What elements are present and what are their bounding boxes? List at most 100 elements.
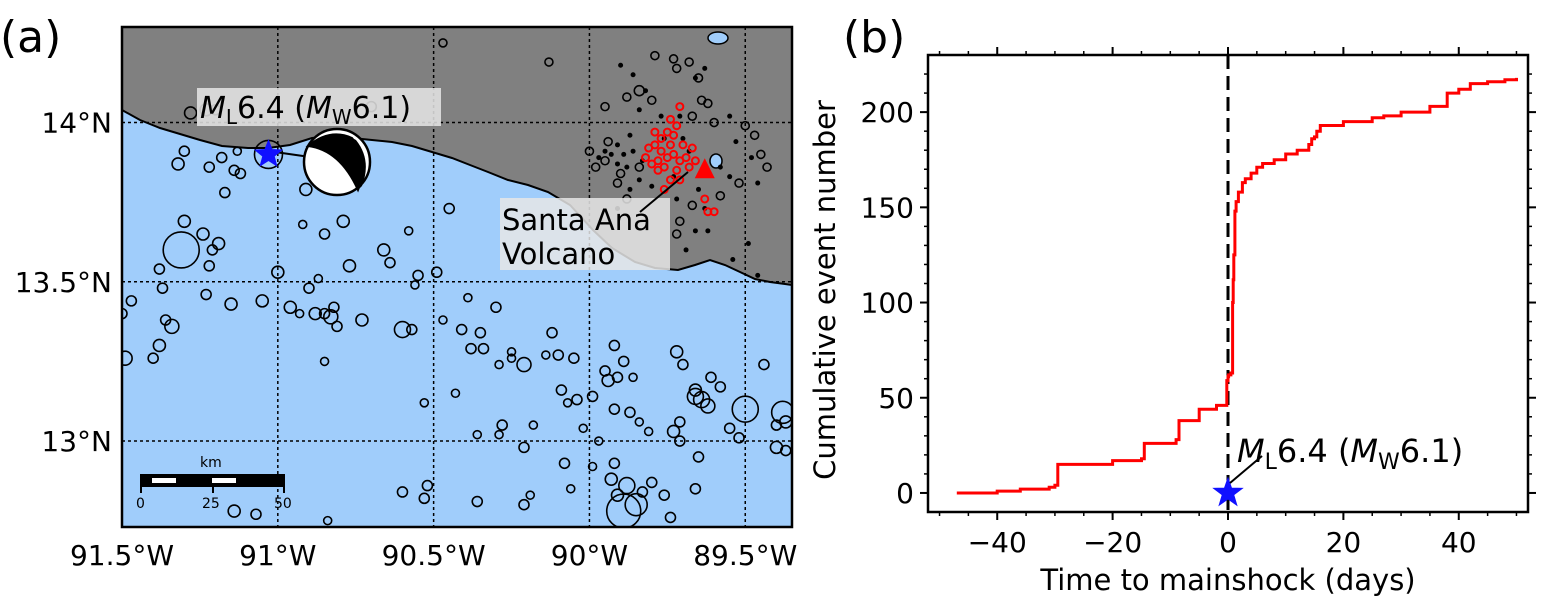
x-tick-label: 40 <box>1441 526 1477 559</box>
x-axis-label: Time to mainshock (days) <box>1039 563 1415 597</box>
earthquake-circle <box>692 451 705 463</box>
earthquake-circle <box>297 219 308 230</box>
earthquake-circle <box>455 323 468 336</box>
earthquake-circle <box>412 269 424 282</box>
swarm-dot <box>650 127 660 137</box>
earthquake-circle <box>770 419 783 431</box>
earthquake-circle <box>650 50 660 61</box>
y-tick-label: 13°N <box>41 425 112 458</box>
earthquake-circle <box>770 400 792 425</box>
earthquake-circle <box>471 495 484 508</box>
event-dot <box>696 186 702 192</box>
earthquake-circle <box>611 371 624 384</box>
event-dot <box>674 196 680 202</box>
earthquake-circle <box>749 130 760 141</box>
earthquake-circle <box>232 146 243 157</box>
earthquake-circle <box>555 384 568 396</box>
event-dot <box>621 151 627 157</box>
y-tick-label: 13.5°N <box>15 266 112 299</box>
earthquake-circle <box>410 280 420 290</box>
event-dot <box>602 148 608 154</box>
cumulative-series-line <box>956 77 1518 495</box>
earthquake-circle <box>608 403 621 415</box>
earthquake-circle <box>622 92 632 102</box>
earthquake-circle <box>624 406 636 419</box>
earthquake-circle <box>322 515 333 526</box>
annotation-leader-line <box>1229 455 1263 484</box>
earthquake-circle <box>658 489 671 501</box>
swarm-dot <box>684 162 694 172</box>
earthquake-circle <box>283 300 298 315</box>
lake <box>709 153 723 169</box>
event-dot <box>705 228 711 234</box>
mainshock-label: ML6.4 (MW6.1) <box>200 91 411 129</box>
earthquake-circle <box>506 353 517 364</box>
y-axis-label: Cumulative event number <box>808 100 842 480</box>
earthquake-circle <box>227 504 241 518</box>
earthquake-circle <box>183 106 198 120</box>
event-dot <box>727 174 733 180</box>
event-dot <box>643 88 649 94</box>
earthquake-circle <box>608 339 621 352</box>
event-dot <box>649 183 655 189</box>
earthquake-circle <box>603 136 613 147</box>
earthquake-circle <box>477 342 490 355</box>
earthquake-circle <box>762 162 772 172</box>
earthquake-circle <box>211 236 226 251</box>
map-frame <box>120 25 794 529</box>
earthquake-circle <box>677 358 689 371</box>
earthquake-circle <box>328 301 340 314</box>
earthquake-circle <box>178 145 191 158</box>
swarm-dot <box>690 156 700 166</box>
earthquake-circle <box>715 190 726 201</box>
map-panel: 91.5°W 91°W 90.5°W 90°W 89.5°W 14°N 13.5°N 13°N… <box>15 25 798 572</box>
event-dot <box>608 151 614 157</box>
earthquake-circle <box>758 358 770 371</box>
earthquake-circle <box>700 398 716 414</box>
earthquake-circle <box>675 216 685 227</box>
y-tick-label: 200 <box>861 96 914 129</box>
event-dot <box>683 247 689 253</box>
earthquake-circle <box>196 227 210 241</box>
earthquake-circle <box>219 186 231 199</box>
chart-frame <box>926 53 1530 514</box>
x-tick-label: −40 <box>968 526 1027 559</box>
swarm-dot <box>650 140 660 150</box>
volcano-label-line1: Santa Ana <box>502 203 651 237</box>
earthquake-circle <box>518 498 530 511</box>
earthquake-circle <box>684 57 694 67</box>
earthquake-circle <box>203 161 216 173</box>
earthquake-circle <box>671 229 682 239</box>
event-dot <box>748 155 754 161</box>
earthquake-circle <box>687 111 698 121</box>
scale-bar: km 0 25 50 <box>136 455 292 512</box>
earthquake-circle <box>600 101 610 112</box>
earthquake-circle <box>215 151 228 164</box>
swarm-dot <box>665 175 675 185</box>
swarm-dot <box>672 165 682 175</box>
event-dot <box>614 161 620 167</box>
swarm-dot <box>665 114 675 124</box>
event-dot <box>614 142 620 148</box>
earthquake-circle <box>646 95 657 106</box>
event-dot <box>627 186 633 192</box>
event-dot <box>677 113 683 119</box>
event-dot <box>596 155 602 161</box>
volcano-label-line2: Volcano <box>502 237 615 271</box>
earthquake-circle <box>319 356 330 367</box>
scale-tick-0: 0 <box>136 496 145 512</box>
event-dot <box>692 75 698 81</box>
earthquake-circle <box>666 424 681 439</box>
map-ticks: 91.5°W 91°W 90.5°W 90°W 89.5°W 14°N 13.5°N 13°N <box>15 107 798 572</box>
earthquake-circle <box>153 263 166 275</box>
earthquake-circle <box>438 315 448 325</box>
swarm-dot <box>700 194 710 204</box>
event-dot <box>702 65 708 71</box>
y-tick-label: 50 <box>878 382 914 415</box>
event-dot <box>730 256 736 262</box>
earthquake-circle <box>593 436 604 446</box>
cumulative-chart: −40 −20 0 20 40 0 50 100 150 200 ML6.4 (MW6.1) Ti… <box>808 47 1536 597</box>
earthquake-circle <box>250 508 262 521</box>
earthquake-circle <box>599 365 611 377</box>
